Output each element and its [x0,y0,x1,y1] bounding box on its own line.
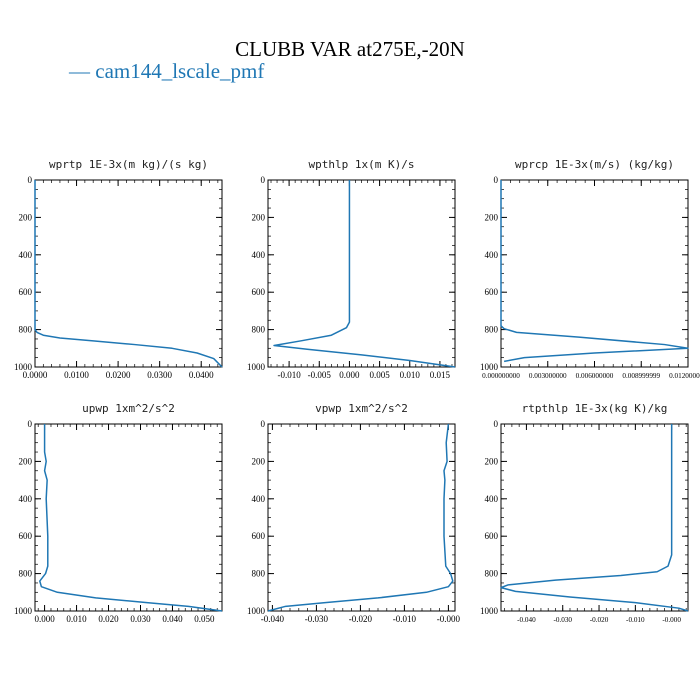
x-tick-label: 0.003000000 [529,372,567,380]
x-tick-label: -0.020 [349,614,373,624]
x-tick-label: 0.0000 [23,370,48,380]
plot-frame [267,423,456,612]
x-tick-label: -0.000 [662,616,681,624]
chart-panel-1: wprtp 1E-3x(m kg)/(s kg) 0 200 400 600 800 100… [14,158,223,380]
y-tick-label: 200 [19,456,33,466]
x-tick-label: -0.030 [553,616,572,624]
y-tick-label: 1000 [480,606,499,616]
x-tick-label: -0.005 [308,370,332,380]
y-tick-label: 800 [19,325,33,335]
x-tick-label: -0.000 [437,614,461,624]
x-tick-label: -0.010 [626,616,645,624]
panel-title: wprtp 1E-3x(m kg)/(s kg) [49,158,208,171]
x-tick-label: 0.006000000 [576,372,614,380]
y-tick-label: 800 [19,569,33,579]
y-tick-label: 800 [485,325,499,335]
x-tick-label: 0.0300 [147,370,172,380]
x-tick-label: 0.015 [430,370,451,380]
y-tick-label: 600 [252,531,266,541]
y-tick-label: 600 [252,287,266,297]
panel-title: upwp 1xm^2/s^2 [82,402,175,415]
series-line [267,423,454,612]
y-tick-label: 200 [252,456,266,466]
x-tick-label: 0.000000000 [482,372,520,380]
y-tick-label: 200 [252,212,266,222]
x-tick-label: 0.050 [194,614,215,624]
y-tick-label: 400 [485,250,499,260]
series-line [500,180,689,363]
chart-panel-6: rtpthlp 1E-3x(kg K)/kg 0 200 400 600 800 1000 -… [480,402,689,624]
plot-frame [34,423,223,612]
y-tick-label: 1000 [480,362,499,372]
chart-panel-5: vpwp 1xm^2/s^2 0 200 400 600 800 1000-0.040 -0.… [247,402,461,624]
x-tick-label: 0.000 [34,614,55,624]
x-tick-label: 0.010 [400,370,421,380]
x-tick-label: -0.010 [277,370,301,380]
y-tick-label: 0 [28,419,33,429]
series-line [500,424,689,612]
panels: wprtp 1E-3x(m kg)/(s kg) 0 200 400 600 800 100… [14,158,700,624]
y-tick-label: 200 [485,456,499,466]
panel-title: wpthlp 1x(m K)/s [309,158,415,171]
y-tick-label: 600 [19,531,33,541]
x-tick-label: -0.040 [517,616,536,624]
x-tick-label: -0.030 [305,614,329,624]
y-tick-label: 0 [494,175,499,185]
chart-panel-2: wpthlp 1x(m K)/s 0 200 400 600 800 1000 -0.010-… [247,158,456,380]
y-tick-label: 200 [19,212,33,222]
y-tick-label: 800 [252,569,266,579]
y-tick-label: 600 [19,287,33,297]
y-tick-label: 0 [261,175,266,185]
y-tick-label: 400 [19,250,33,260]
x-tick-label: 0.040 [162,614,183,624]
y-tick-label: 1000 [247,362,266,372]
x-tick-label: -0.040 [261,614,285,624]
x-tick-label: 0.008999999 [622,372,660,380]
series-line [39,424,223,612]
y-tick-label: 400 [252,250,266,260]
x-tick-label: 0.010 [66,614,87,624]
x-tick-label: 0.030 [130,614,151,624]
legend-entry: — cam144_lscale_pmf [68,59,264,83]
y-tick-label: 400 [19,494,33,504]
x-tick-label: 0.020 [98,614,119,624]
x-tick-label: 0.0200 [106,370,131,380]
x-tick-label: 0.0400 [189,370,214,380]
y-tick-label: 1000 [14,606,33,616]
x-tick-label: -0.020 [590,616,609,624]
y-tick-label: 400 [485,494,499,504]
y-tick-label: 1000 [14,362,33,372]
panel-title: wprcp 1E-3x(m/s) (kg/kg) [515,158,674,171]
y-tick-label: 1000 [247,606,266,616]
series-line [273,180,456,368]
y-tick-label: 400 [252,494,266,504]
x-tick-label: 0.012000000 [669,372,700,380]
panel-title: vpwp 1xm^2/s^2 [315,402,408,415]
panel-title: rtpthlp 1E-3x(kg K)/kg [522,402,668,415]
x-tick-label: 0.005 [369,370,390,380]
chart-panel-3: wprcp 1E-3x(m/s) (kg/kg) 0 200 400 600 800 100… [480,158,700,380]
y-tick-label: 800 [252,325,266,335]
series-line [34,180,223,368]
x-tick-label: -0.010 [393,614,417,624]
y-tick-label: 600 [485,531,499,541]
y-tick-label: 600 [485,287,499,297]
y-tick-label: 0 [28,175,33,185]
x-tick-label: 0.000 [339,370,360,380]
y-tick-label: 200 [485,212,499,222]
y-tick-label: 0 [494,419,499,429]
plot-frame [267,179,456,368]
figure-title: CLUBB VAR at275E,-20N [235,37,465,61]
y-tick-label: 800 [485,569,499,579]
y-tick-label: 0 [261,419,266,429]
x-tick-label: 0.0100 [64,370,89,380]
